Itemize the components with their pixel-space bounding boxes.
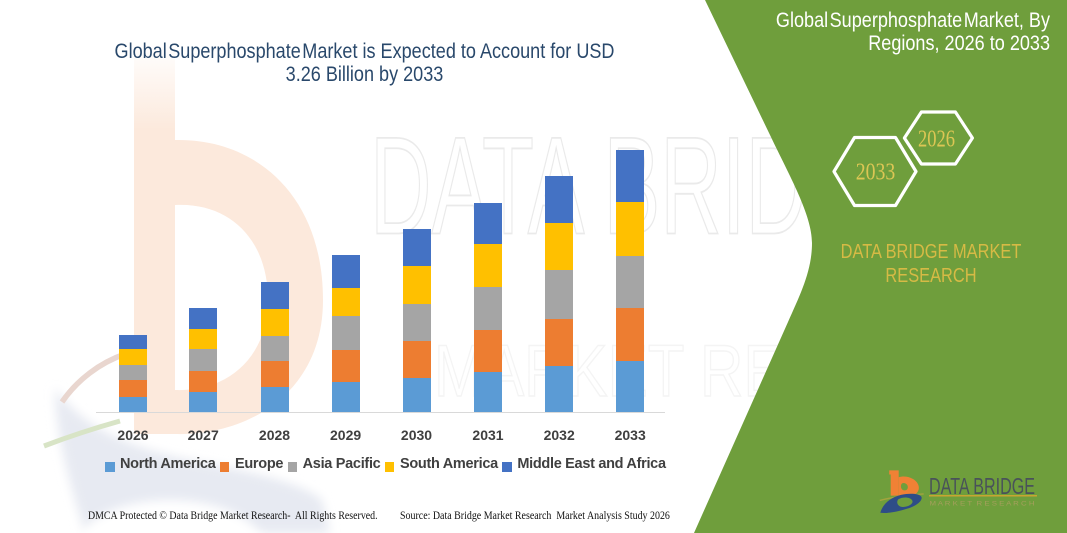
svg-text:2026: 2026 xyxy=(918,127,955,153)
svg-text:M A R K E T R E S E A R C H: M A R K E T R E S E A R C H xyxy=(930,501,1035,508)
svg-text:DATA BRIDGE: DATA BRIDGE xyxy=(929,473,1035,499)
svg-text:2033: 2033 xyxy=(856,160,896,186)
